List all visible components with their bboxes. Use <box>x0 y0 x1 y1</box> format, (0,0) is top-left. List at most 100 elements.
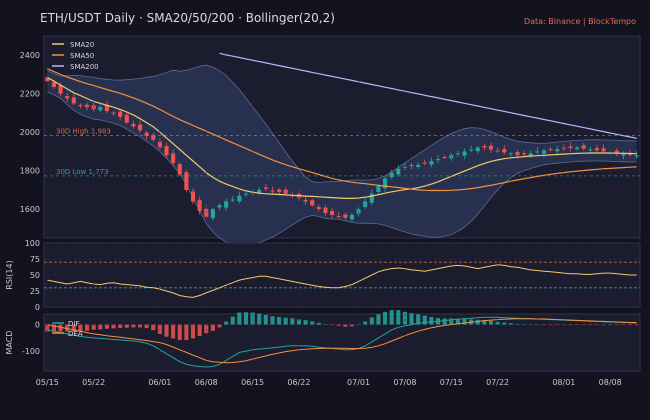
legend-label: SMA20 <box>70 41 94 49</box>
data-source: Data: Binance | BlockTempo <box>524 17 636 26</box>
x-tick-label: 08/08 <box>599 378 622 387</box>
macd-histogram-bar <box>548 324 553 326</box>
macd-histogram-bar <box>535 324 540 326</box>
candle-body <box>71 97 76 104</box>
line-sma50 <box>47 68 637 192</box>
macd-histogram-bar <box>58 324 63 332</box>
candle-body <box>462 151 467 156</box>
y-tick-label: 50 <box>30 271 40 280</box>
candle-body <box>137 124 143 131</box>
candle-body <box>528 153 533 156</box>
macd-histogram-bar <box>131 324 136 328</box>
macd-panel: -100 0 DIF DEA MACD <box>5 310 641 372</box>
y-tick-label: 1600 <box>20 205 40 214</box>
line-sma200 <box>219 52 637 139</box>
macd-histogram-bar <box>118 324 123 329</box>
candle-body <box>575 147 580 150</box>
y-tick-label: 0 <box>35 321 40 330</box>
macd-histogram-bar <box>171 324 176 339</box>
candle-body <box>243 193 249 195</box>
macd-histogram-bar <box>323 324 328 325</box>
macd-histogram-bar <box>84 324 90 331</box>
macd-histogram-bar <box>369 317 374 325</box>
macd-histogram-bar <box>475 319 480 325</box>
macd-histogram-bar <box>422 315 427 325</box>
line-sma20 <box>47 76 637 199</box>
candle-body <box>455 153 460 155</box>
macd-histogram-bar <box>402 311 407 325</box>
x-tick-label: 07/01 <box>347 378 370 387</box>
candle-body <box>190 191 196 202</box>
candle-body <box>104 104 109 112</box>
macd-histogram-bar <box>336 324 341 326</box>
candle-body <box>237 195 242 202</box>
macd-histogram-bar <box>515 323 520 325</box>
macd-histogram-bar <box>462 319 467 325</box>
macd-histogram-bar <box>316 322 321 325</box>
macd-histogram-bar <box>237 312 242 325</box>
rsi-line <box>47 264 637 298</box>
candle-body <box>382 178 388 189</box>
legend-label: DEA <box>68 330 83 338</box>
macd-histogram-bar <box>522 324 527 325</box>
x-tick-label: 06/01 <box>148 378 171 387</box>
macd-histogram-bar <box>224 321 229 325</box>
macd-histogram-bar <box>541 324 547 326</box>
macd-histogram-bar <box>568 324 573 326</box>
macd-histogram-bar <box>71 324 76 332</box>
macd-histogram-bar <box>330 324 335 326</box>
candle-body <box>568 146 573 148</box>
macd-histogram-bar <box>137 324 143 328</box>
candle-body <box>435 159 441 161</box>
x-tick-label: 08/01 <box>552 378 575 387</box>
date-axis: 05/15 05/22 06/01 06/08 06/15 06/22 07/01 07/08… <box>36 36 622 387</box>
candle-body <box>118 111 123 117</box>
candle-body <box>588 149 593 151</box>
macd-histogram-bar <box>190 324 196 339</box>
candle-body <box>257 189 262 193</box>
chart-title: ETH/USDT Daily · SMA20/50/200 · Bollinge… <box>40 11 335 25</box>
candle-body <box>581 145 586 149</box>
macd-histogram-bar <box>151 324 156 331</box>
candle-body <box>230 199 235 201</box>
macd-histogram-bar <box>296 319 302 325</box>
macd-histogram-bar <box>528 324 533 326</box>
y-tick-label: 75 <box>30 255 40 264</box>
macd-histogram-bar <box>98 324 103 330</box>
macd-histogram-bar <box>449 318 454 325</box>
macd-histogram-bar <box>634 324 639 326</box>
candle-body <box>522 153 527 155</box>
macd-histogram-bar <box>263 314 268 325</box>
candle-body <box>502 149 507 153</box>
macd-histogram-bar <box>455 318 460 325</box>
line-dea <box>47 318 637 364</box>
macd-histogram-bar <box>628 324 633 326</box>
macd-histogram-bar <box>349 324 354 327</box>
x-tick-label: 07/08 <box>393 378 416 387</box>
y-tick-label: 0 <box>35 303 40 312</box>
candle-body <box>442 157 447 159</box>
candle-body <box>601 148 606 152</box>
macd-histogram-bar <box>51 324 56 332</box>
macd-histogram-bar <box>111 324 116 329</box>
y-tick-label: 25 <box>30 287 40 296</box>
x-tick-label: 06/22 <box>287 378 310 387</box>
candle-body <box>621 154 626 156</box>
macd-histogram-bar <box>277 317 282 325</box>
rsi-axis-label: RSI(14) <box>5 260 14 289</box>
y-tick-label: 2000 <box>20 128 40 137</box>
macd-histogram-bar <box>217 324 222 328</box>
macd-histogram-bar <box>614 324 619 326</box>
candle-body <box>65 96 70 99</box>
candle-body <box>614 150 619 154</box>
candle-body <box>45 77 50 82</box>
candle-body <box>376 186 381 193</box>
bollinger-lower <box>47 91 637 247</box>
macd-histogram-bar <box>575 324 580 326</box>
candle-body <box>210 209 215 219</box>
macd-histogram-bar <box>104 324 109 329</box>
candle-body <box>263 187 268 189</box>
macd-histogram-bar <box>230 316 235 325</box>
candle-body <box>224 201 229 208</box>
